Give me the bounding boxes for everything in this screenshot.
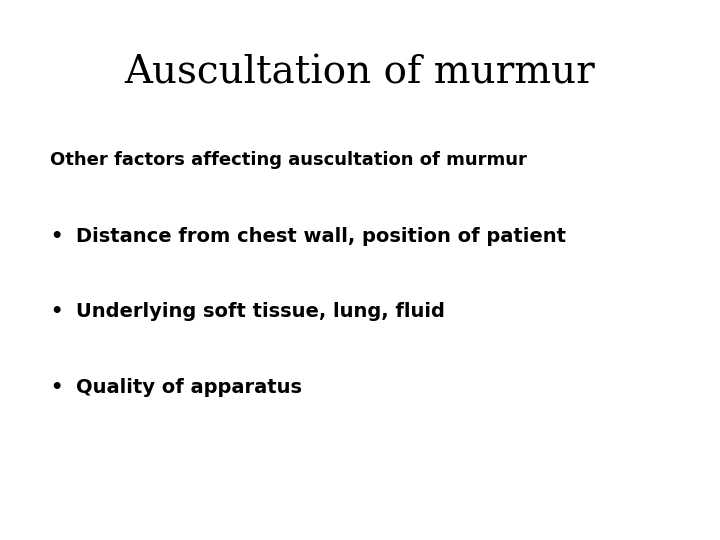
- Text: Auscultation of murmur: Auscultation of murmur: [125, 54, 595, 91]
- Text: •: •: [50, 378, 63, 397]
- Text: •: •: [50, 227, 63, 246]
- Text: Underlying soft tissue, lung, fluid: Underlying soft tissue, lung, fluid: [76, 302, 444, 321]
- Text: Other factors affecting auscultation of murmur: Other factors affecting auscultation of …: [50, 151, 527, 169]
- Text: •: •: [50, 302, 63, 321]
- Text: Quality of apparatus: Quality of apparatus: [76, 378, 302, 397]
- Text: Distance from chest wall, position of patient: Distance from chest wall, position of pa…: [76, 227, 566, 246]
